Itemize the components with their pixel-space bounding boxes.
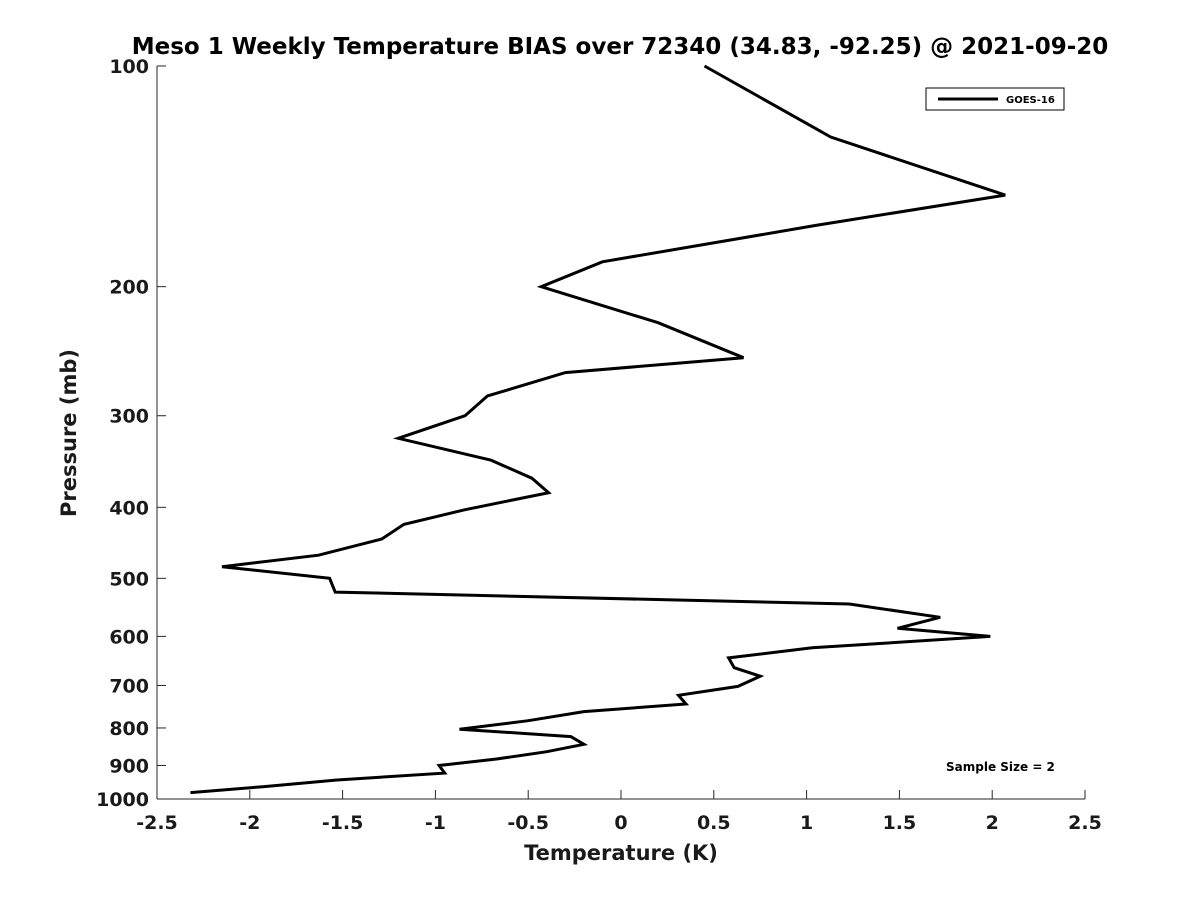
y-tick-label: 200 bbox=[109, 277, 149, 299]
x-tick-label: 2.5 bbox=[1068, 812, 1102, 834]
y-tick-label: 500 bbox=[109, 568, 149, 590]
y-tick-label: 600 bbox=[109, 626, 149, 648]
series-layer bbox=[190, 64, 1006, 795]
x-tick-label: 1.5 bbox=[883, 812, 917, 834]
legend-label: GOES-16 bbox=[1006, 95, 1055, 106]
y-tick-label: 900 bbox=[109, 755, 149, 777]
x-tick-label: -0.5 bbox=[507, 812, 549, 834]
y-tick-label: 300 bbox=[109, 406, 149, 428]
y-axis-label: Pressure (mb) bbox=[57, 349, 81, 517]
y-tick-label: 1000 bbox=[96, 789, 149, 811]
x-tick-label: -1 bbox=[425, 812, 446, 834]
y-tick-label: 700 bbox=[109, 675, 149, 697]
x-tick-label: 0 bbox=[614, 812, 627, 834]
x-tick-label: 1 bbox=[800, 812, 813, 834]
x-tick-label: -1.5 bbox=[322, 812, 364, 834]
chart-title: Meso 1 Weekly Temperature BIAS over 7234… bbox=[132, 34, 1109, 60]
legend: GOES-16 bbox=[925, 87, 1065, 111]
x-tick-label: -2 bbox=[239, 812, 260, 834]
series-line-goes-16 bbox=[190, 64, 1006, 795]
y-tick-label: 100 bbox=[109, 56, 149, 78]
sample-size-annotation: Sample Size = 2 bbox=[946, 760, 1055, 774]
x-tick-label: -2.5 bbox=[136, 812, 178, 834]
y-tick-label: 400 bbox=[109, 497, 149, 519]
plot-axes: -2.5 -2 -1.5 -1 -0.5 0 0.5 1 1.5 2 2.5 100 200 300 400… bbox=[96, 56, 1102, 834]
x-tick-label: 0.5 bbox=[697, 812, 731, 834]
x-axis-label: Temperature (K) bbox=[524, 841, 718, 865]
x-tick-label: 2 bbox=[986, 812, 999, 834]
y-tick-label: 800 bbox=[109, 718, 149, 740]
